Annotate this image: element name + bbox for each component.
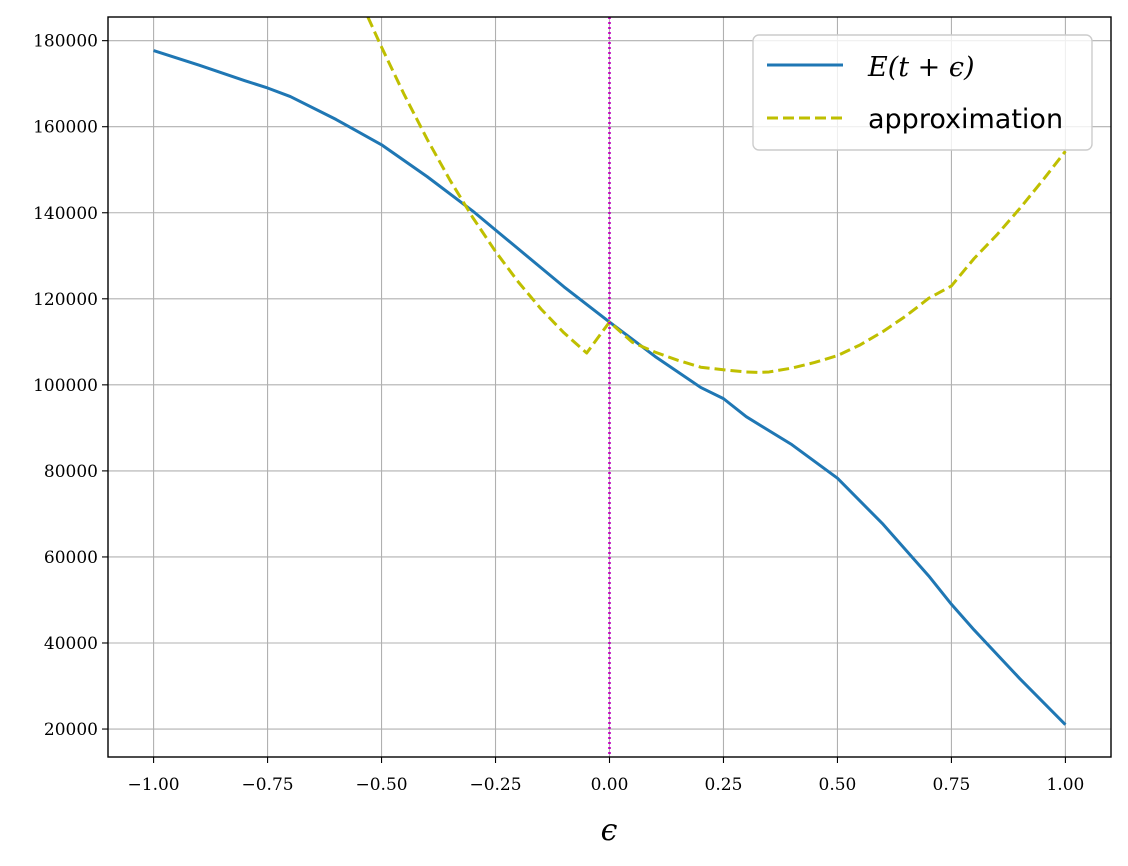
y-tick-label: 100000: [33, 376, 98, 396]
x-tick-label: 1.00: [1046, 775, 1084, 795]
legend-label-e-t-eps: E(t + ϵ): [867, 52, 975, 83]
x-tick-label: −1.00: [128, 775, 180, 795]
y-tick-label: 60000: [44, 548, 98, 568]
y-tick-label: 40000: [44, 634, 98, 654]
x-tick-label: 0.00: [591, 775, 629, 795]
series-layer: [153, 17, 1067, 757]
y-tick-label: 140000: [33, 204, 98, 224]
x-tick-label: 0.75: [933, 775, 971, 795]
y-tick-label: 180000: [33, 32, 98, 52]
x-tick-label: −0.25: [469, 775, 521, 795]
x-tick-label: −0.75: [242, 775, 294, 795]
y-tick-label: 160000: [33, 118, 98, 138]
y-tick-label: 20000: [44, 720, 98, 740]
legend-label-approximation: approximation: [868, 104, 1063, 135]
y-tick-label: 120000: [33, 290, 98, 310]
x-tick-label: 0.50: [819, 775, 857, 795]
y-tick-label: 80000: [44, 462, 98, 482]
plot-area-frame: [107, 16, 1112, 758]
tick-layer: −1.00 −0.75 −0.50 −0.25 0.00 0.25 0.50 0.75 1.00…: [33, 32, 1084, 795]
x-axis-label: ϵ: [601, 813, 618, 848]
x-tick-label: 0.25: [705, 775, 743, 795]
x-tick-label: −0.50: [355, 775, 407, 795]
legend: E(t + ϵ) approximation: [752, 34, 1093, 151]
series-line-approximation: [366, 17, 1067, 374]
